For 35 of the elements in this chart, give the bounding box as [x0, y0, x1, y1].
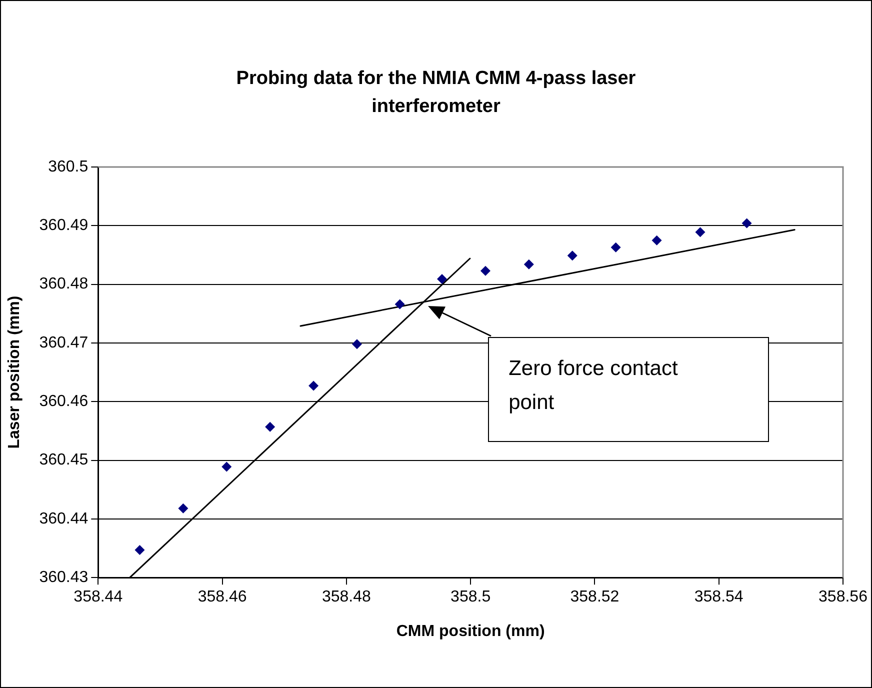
x-tick-label: 358.52	[570, 588, 620, 606]
x-tick-label: 358.56	[818, 588, 868, 606]
x-tick-label: 358.46	[198, 588, 247, 606]
x-tick-label: 358.54	[694, 588, 744, 606]
y-tick-label: 360.46	[39, 393, 88, 410]
point	[394, 299, 405, 310]
x-axis-title: CMM position (mm)	[396, 622, 545, 640]
x-tick-label: 358.48	[322, 588, 371, 606]
y-tick-label: 360.48	[39, 276, 88, 293]
y-tick-label: 360.45	[39, 452, 88, 469]
point	[352, 339, 362, 350]
point	[652, 235, 662, 246]
point	[524, 259, 534, 270]
y-tick-label: 360.47	[39, 334, 88, 352]
y-tick-label: 360.43	[39, 569, 88, 586]
y-axis-title: Laser position (mm)	[6, 296, 24, 449]
point	[437, 274, 448, 284]
point	[222, 462, 232, 472]
point	[178, 503, 188, 514]
y-tick-label: 360.5	[48, 158, 88, 176]
point	[134, 545, 145, 556]
chart-title: Probing data for the NMIA CMM 4-pass laser interferometer	[235, 67, 637, 119]
point	[567, 250, 578, 261]
y-tick-label: 360.44	[39, 510, 88, 528]
point	[480, 266, 490, 276]
point	[742, 218, 752, 228]
annotation: Zero force contact point	[488, 336, 769, 442]
callout: Zero force contact point	[426, 304, 769, 442]
y-tick-label: 360.49	[39, 217, 88, 234]
point	[695, 227, 706, 238]
x-tick-label: 358.5	[450, 588, 491, 606]
point	[610, 242, 621, 252]
point	[308, 380, 319, 391]
x-tick-label: 358.44	[74, 588, 123, 606]
point	[265, 422, 276, 432]
